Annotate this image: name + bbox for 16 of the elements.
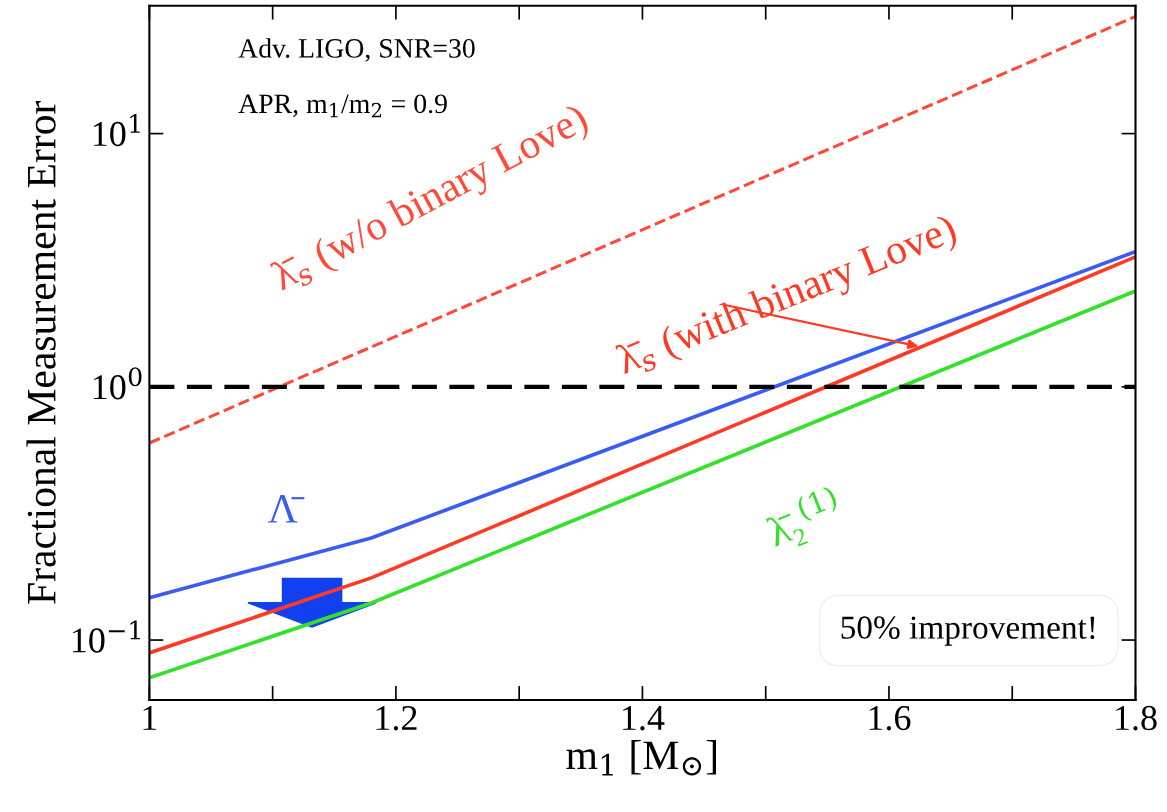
- annotation: 50% improvement!: [841, 616, 1095, 646]
- annotation: Adv. LIGO, SNR=30: [238, 38, 475, 62]
- x-tick-label: 1.8: [1116, 705, 1157, 731]
- y-tick-label: 10$^{0}$: [93, 367, 142, 400]
- annotation: APR, m$_{1}$/m$_{2}$ = 0.9: [238, 94, 447, 118]
- x-axis-title: m$_{1}$ [M$_{⊙}$]: [566, 740, 716, 776]
- x-tick-label: 1.6: [869, 705, 911, 731]
- y-tick-label: 10$^{1}$: [93, 113, 140, 147]
- x-tick-label: 1.2: [376, 705, 417, 731]
- series-label: Λ̄: [268, 495, 305, 523]
- x-tick-label: 1.4: [623, 706, 665, 731]
- x-tick-label: 1: [143, 706, 157, 730]
- y-axis-title: Fractional Measurement Error: [26, 100, 56, 604]
- text: λ̄$_{s}$ (with binary Love): [613, 212, 961, 383]
- text: λ̄₂$^{(1)}$: [761, 484, 847, 555]
- y-tick-label: 10$^{−1}$: [72, 620, 140, 653]
